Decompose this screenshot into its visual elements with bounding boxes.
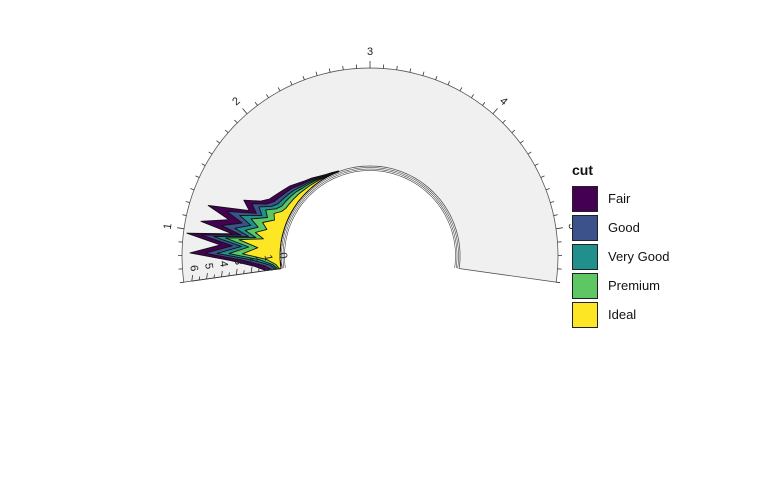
x-tick-label: 5 [566, 222, 579, 230]
x-minor-tick [545, 188, 550, 191]
legend-items: Fair Good Very Good Premium Ideal [572, 184, 669, 329]
x-major-tick [555, 227, 563, 230]
x-tick-label: 3 [367, 46, 373, 58]
density-layers [186, 170, 340, 272]
y-major-tick [265, 264, 268, 271]
y-major-tick [221, 270, 223, 277]
legend-label: Premium [608, 278, 661, 293]
legend-label: Good [608, 220, 640, 235]
legend-swatch [572, 243, 598, 270]
y-tick-label: 3 [232, 258, 245, 266]
legend-label: Fair [608, 191, 631, 206]
inner-ring-line-2 [282, 168, 458, 269]
x-minor-tick [254, 101, 258, 106]
y-minor-tick [258, 268, 260, 272]
x-minor-tick [342, 65, 344, 70]
x-minor-tick [185, 201, 190, 203]
inner-ring-line-1 [281, 167, 459, 269]
x-minor-tick [482, 101, 486, 106]
x-minor-tick [208, 151, 213, 155]
legend-title: cut [572, 162, 593, 178]
x-minor-tick [266, 94, 269, 98]
x-minor-tick [234, 119, 238, 124]
x-minor-tick [447, 81, 450, 86]
legend-swatch [572, 272, 598, 299]
y-minor-tick [273, 266, 275, 270]
y-minor-tick [198, 276, 201, 281]
x-minor-tick [315, 71, 318, 76]
x-tick-label: 2 [230, 95, 242, 108]
x-minor-tick [328, 68, 331, 73]
y-minor-tick [228, 272, 230, 276]
y-major-tick [206, 272, 208, 280]
x-minor-tick [520, 140, 524, 144]
inner-ring-line-3 [284, 170, 456, 268]
y-tick-label: 6 [187, 264, 200, 272]
legend-swatch [572, 185, 598, 212]
x-minor-tick [550, 201, 555, 203]
x-minor-tick [534, 163, 539, 166]
legend-item: Fair [572, 184, 669, 213]
x-minor-tick [201, 163, 206, 166]
y-tick-label: 5 [202, 262, 215, 270]
x-minor-tick [216, 140, 220, 144]
x-minor-tick [190, 188, 195, 191]
y-tick-label: 0 [276, 252, 289, 260]
legend-swatch [572, 301, 598, 328]
y-tick-label: 1 [262, 254, 275, 262]
inner-ring-lines [281, 167, 459, 269]
legend-item: Good [572, 213, 669, 242]
x-major-tick [177, 227, 185, 230]
x-minor-tick [556, 281, 561, 284]
x-minor-tick [527, 151, 532, 155]
y-major-tick [235, 268, 238, 275]
y-major-tick [280, 262, 283, 269]
x-minor-tick [277, 87, 281, 92]
x-minor-tick [435, 75, 438, 80]
x-minor-tick [471, 94, 474, 98]
x-tick-label: 1 [162, 222, 175, 230]
y-tick-label: 4 [217, 260, 230, 268]
x-minor-tick [179, 281, 184, 284]
y-major-tick [250, 266, 253, 273]
legend-item: Premium [572, 271, 669, 300]
legend: cut Fair Good Very Good Premium Ideal [572, 162, 669, 329]
x-minor-tick [502, 119, 506, 124]
density-layer-ideal [238, 171, 340, 270]
x-minor-tick [459, 87, 463, 92]
y-minor-tick [213, 274, 215, 278]
x-major-tick [242, 108, 248, 115]
x-major-tick [492, 108, 498, 115]
x-minor-tick [302, 75, 305, 80]
legend-item: Ideal [572, 300, 669, 329]
x-minor-tick [182, 214, 187, 216]
x-minor-tick [422, 71, 425, 76]
x-minor-tick [553, 214, 558, 216]
x-minor-tick [409, 68, 412, 73]
x-minor-tick [224, 129, 229, 133]
x-minor-tick [396, 65, 398, 70]
y-major-tick [191, 275, 193, 282]
x-minor-tick [195, 175, 200, 178]
x-minor-tick [540, 175, 545, 178]
legend-swatch [572, 214, 598, 241]
y-tick-label: 2 [247, 256, 260, 264]
x-minor-tick [290, 81, 293, 86]
x-tick-label: 4 [497, 95, 509, 108]
legend-label: Ideal [608, 307, 637, 322]
y-minor-tick [243, 270, 245, 274]
legend-item: Very Good [572, 242, 669, 271]
x-minor-tick [511, 129, 516, 133]
legend-label: Very Good [608, 249, 670, 264]
